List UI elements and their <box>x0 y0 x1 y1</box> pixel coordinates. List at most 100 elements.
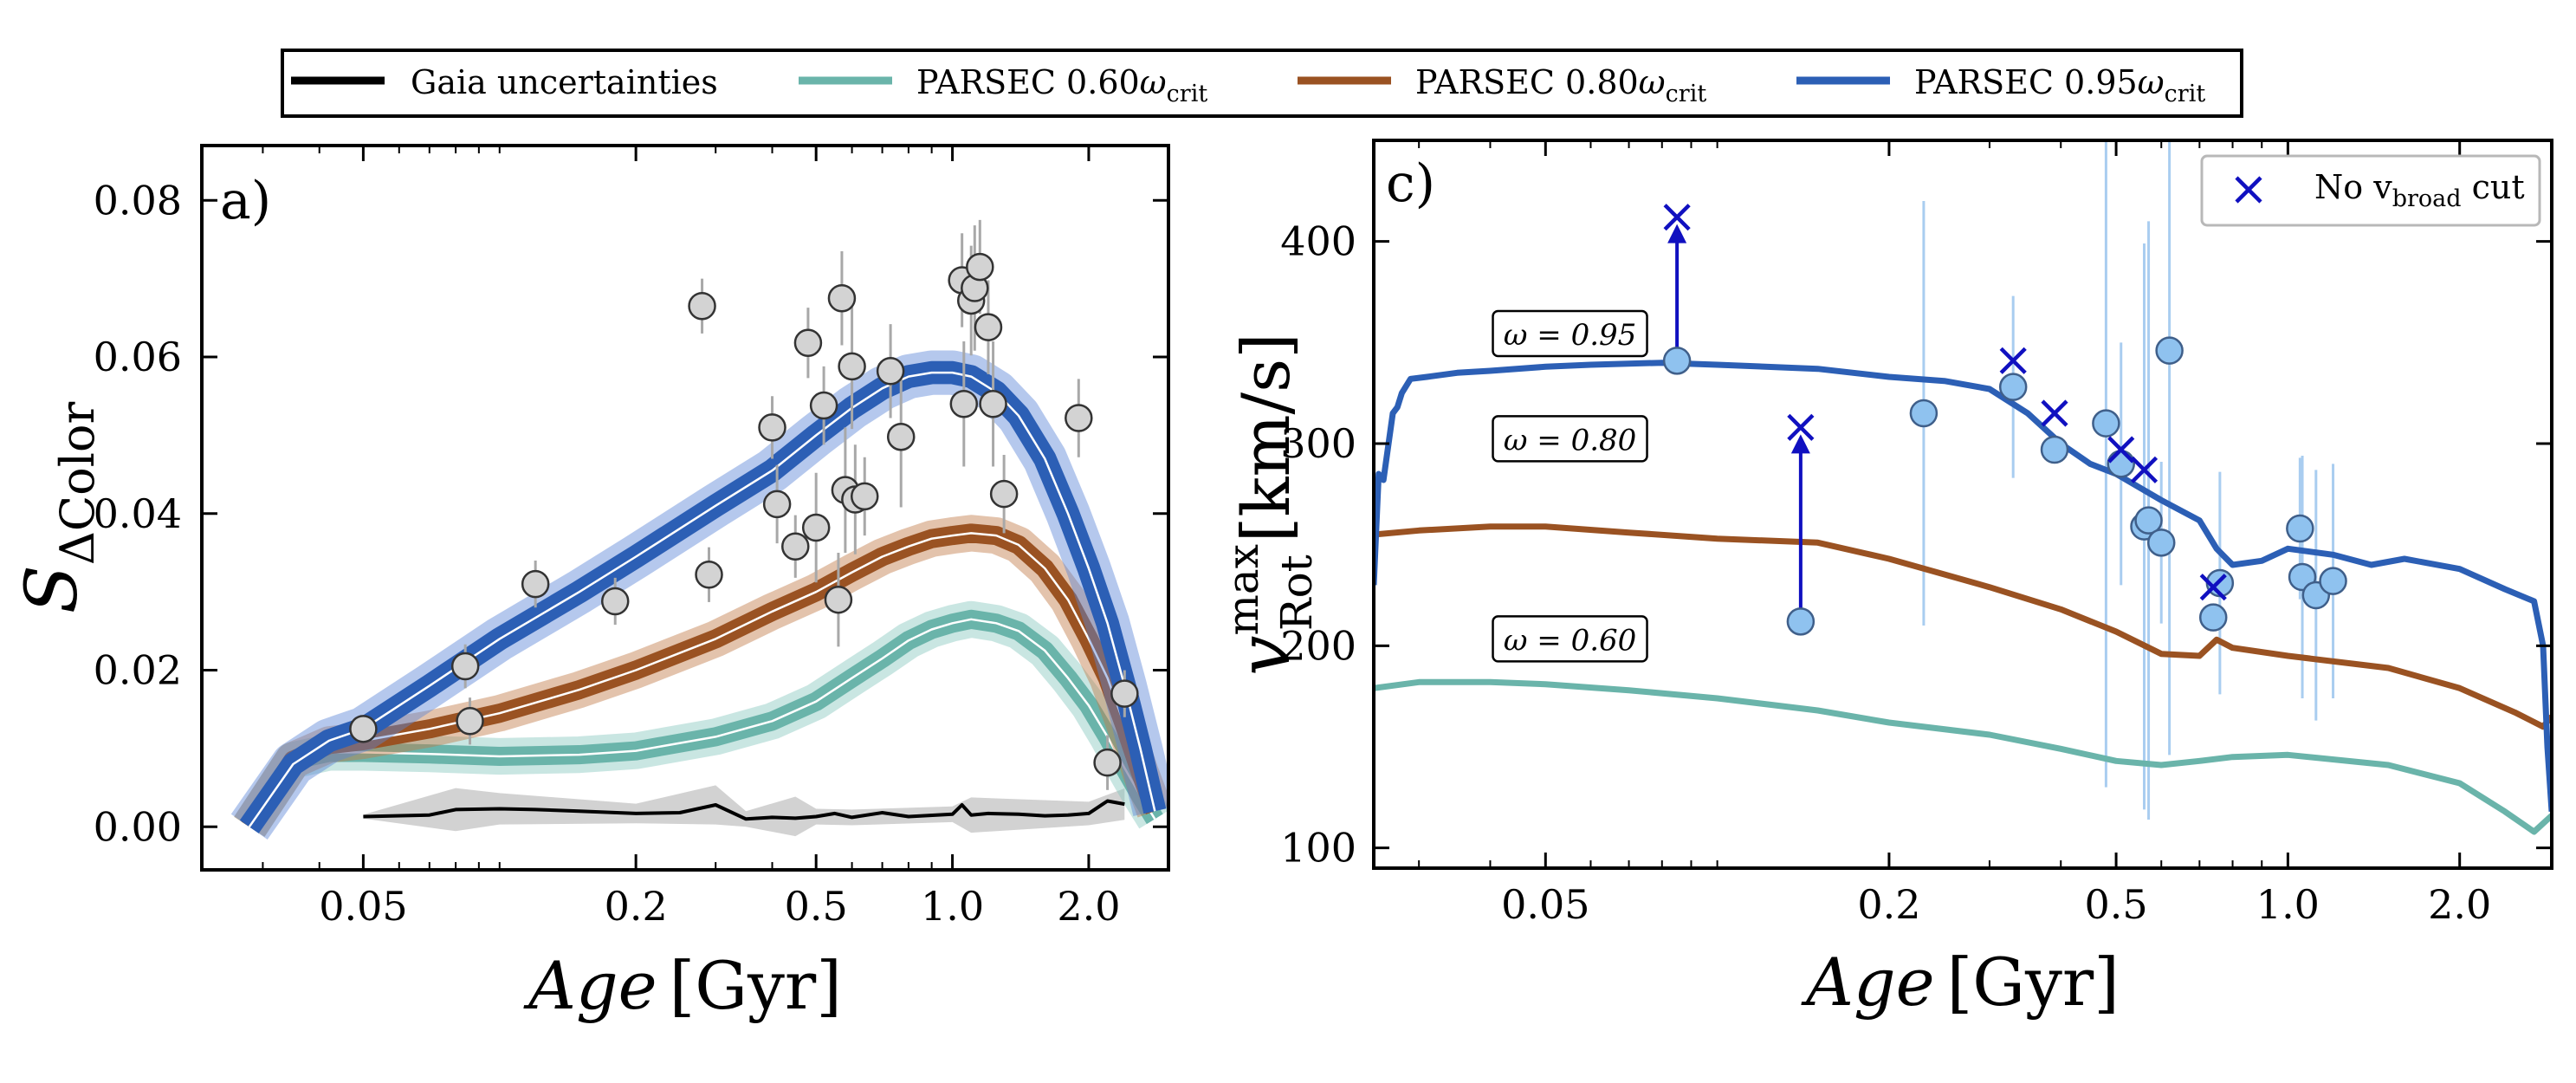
data-point <box>2107 450 2135 478</box>
data-point <box>886 422 916 451</box>
legend-entry-parsec-080: PARSEC 0.80ωcrit <box>1298 63 1706 107</box>
data-point <box>850 482 879 511</box>
no-vbroad-cut-marker-stroke-b <box>2199 574 2227 601</box>
data-point <box>876 357 905 386</box>
legend-cross-icon-stroke-b <box>2235 176 2262 204</box>
curve-label-box <box>1492 415 1648 463</box>
panel-c-y-axis-title: vmaxRot[km/s] <box>1218 333 1322 676</box>
data-point <box>2134 506 2163 535</box>
no-vbroad-cut-marker-stroke-b <box>1787 413 1815 441</box>
panel-a-x-tick-label: 0.2 <box>605 883 668 930</box>
legend-label-gaia: Gaia uncertainties <box>411 63 718 101</box>
panel-c-x-axis-title: Age [Gyr] <box>1801 944 2120 1021</box>
data-point <box>2040 435 2069 464</box>
panel-a-y-tick-label: 0.02 <box>94 647 182 694</box>
no-vbroad-cut-marker <box>2130 456 2159 483</box>
data-point <box>949 389 979 418</box>
data-point <box>1065 404 1093 432</box>
panel-c-layers: ω = 0.95 ω = 0.80 ω = 0.60 <box>1374 140 2552 835</box>
curve-label-box <box>1492 309 1648 358</box>
panel-c-plot-area: ω = 0.95 ω = 0.80 ω = 0.60 <box>1374 140 2552 835</box>
panel-c-y-tick-label: 400 <box>1280 218 1356 265</box>
data-point <box>809 391 838 420</box>
no-vbroad-cut-marker-stroke-b <box>2041 399 2068 427</box>
curve-label-omega-095: ω = 0.95 <box>1492 309 1648 358</box>
panel-a-x-axis-title: Age [Gyr] <box>523 947 842 1024</box>
gaia-uncertainty-band <box>363 785 1125 837</box>
curve-label-omega-06: ω = 0.60 <box>1492 615 1648 663</box>
curve-label-text: ω = 0.60 <box>1504 623 1637 658</box>
legend-entry-gaia: Gaia uncertainties <box>291 63 718 101</box>
panel-c-legend: No vbroad cut <box>2200 154 2541 227</box>
data-point <box>1110 679 1139 708</box>
curve-label-omega-08: ω = 0.80 <box>1492 415 1648 463</box>
data-point <box>801 513 831 542</box>
panel-a-label: a) <box>220 171 271 231</box>
no-vbroad-cut-marker <box>2041 399 2068 427</box>
panel-c-x-tick-label: 0.2 <box>1857 881 1920 928</box>
panel-a-frame <box>200 144 1170 872</box>
no-vbroad-cut-marker-stroke-b <box>1999 347 2027 374</box>
no-vbroad-cut-marker <box>1999 347 2027 374</box>
data-point <box>600 587 630 616</box>
panel-a-ticks: 0.05 0.2 0.5 1.0 2.0 0.00 0.02 0.04 0.06 0.08 <box>94 146 1169 930</box>
panel-c-x-tick-label: 0.05 <box>1501 881 1589 928</box>
data-point <box>1662 347 1692 375</box>
data-point <box>966 252 994 282</box>
line-0-60 <box>1374 678 2552 835</box>
line-gaia-uncertainties <box>363 799 1125 821</box>
ribbon-center-parsec-0-60 <box>248 618 1156 827</box>
data-point <box>838 352 866 381</box>
panel-c-legend-marker <box>2235 176 2262 204</box>
panel-c-x-tick-label: 0.5 <box>2084 881 2147 928</box>
data-point <box>349 715 378 743</box>
data-point <box>450 652 480 681</box>
no-vbroad-cut-marker <box>2107 436 2135 464</box>
data-point <box>824 585 853 614</box>
ribbon-center-parsec-0-80 <box>248 532 1156 827</box>
no-vbroad-cut-marker <box>1787 413 1815 441</box>
panel-a-y-tick-label: 0.06 <box>94 334 182 380</box>
panel-c-frame <box>1372 139 2553 870</box>
legend-entry-parsec-060: PARSEC 0.60ωcrit <box>799 63 1207 107</box>
data-point <box>793 328 823 358</box>
data-point <box>2198 603 2228 632</box>
data-point <box>2286 514 2314 543</box>
data-point <box>974 313 1003 341</box>
data-point <box>762 490 792 519</box>
panel-a-x-tick-label: 0.5 <box>785 883 848 930</box>
data-point <box>695 561 723 589</box>
panel-a-x-tick-label: 1.0 <box>921 883 984 930</box>
no-vbroad-cut-marker-stroke-b <box>2130 456 2159 483</box>
legend-label-parsec-095: PARSEC 0.95ωcrit <box>1914 63 2205 107</box>
legend-frame <box>281 49 2243 118</box>
arrow-head <box>1667 224 1687 243</box>
panel-c-y-tick-label: 200 <box>1280 622 1356 669</box>
data-point <box>1998 373 2028 401</box>
panel-a-layers <box>230 219 1168 840</box>
legend-cross-icon <box>2235 176 2262 204</box>
panel-a-y-tick-label: 0.00 <box>94 803 182 850</box>
top-legend: Gaia uncertainties PARSEC 0.60ωcrit PARS… <box>281 49 2243 118</box>
panel-c-ticks: 0.05 0.2 0.5 1.0 2.0 100 200 300 400 <box>1280 140 2552 928</box>
line-0-95 <box>1374 360 2552 812</box>
curve-label-box <box>1492 615 1648 663</box>
data-point <box>456 707 484 736</box>
legend-label-parsec-060: PARSEC 0.60ωcrit <box>916 63 1207 107</box>
data-point <box>2155 336 2184 365</box>
panel-c-legend-frame <box>2200 154 2541 227</box>
panel-a: 0.05 0.2 0.5 1.0 2.00.000.020.040.060.08 a) … <box>11 144 1170 1024</box>
panel-a-plot-area <box>230 219 1168 840</box>
no-vbroad-cut-marker-stroke-b <box>2107 436 2135 464</box>
panel-c: ω = 0.95 ω = 0.80 ω = 0.60 0.05 0.2 0.5 1.0 2.… <box>1218 139 2553 1021</box>
panel-c-x-tick-label: 1.0 <box>2256 881 2320 928</box>
curve-label-text: ω = 0.80 <box>1504 423 1637 457</box>
panel-c-y-tick-label: 100 <box>1280 825 1356 872</box>
no-vbroad-cut-marker <box>1663 204 1691 231</box>
panel-c-x-tick-label: 2.0 <box>2428 881 2491 928</box>
data-point <box>521 569 550 599</box>
line-0-80 <box>1374 523 2552 730</box>
legend-entry-parsec-095: PARSEC 0.95ωcrit <box>1796 63 2205 107</box>
panel-c-label: c) <box>1386 153 1435 214</box>
panel-a-x-tick-label: 2.0 <box>1057 883 1120 930</box>
